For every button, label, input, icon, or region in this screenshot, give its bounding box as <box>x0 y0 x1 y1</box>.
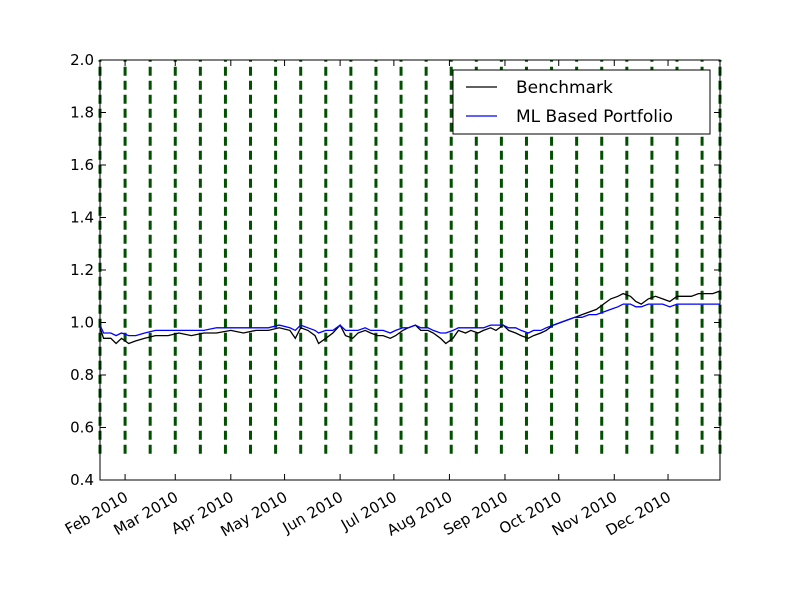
series-line-ml-based-portfolio <box>99 303 720 337</box>
y-tick-label: 0.8 <box>70 366 94 384</box>
legend: Benchmark ML Based Portfolio <box>452 69 711 135</box>
y-tick-label: 1.0 <box>70 314 94 332</box>
y-tick-label: 0.6 <box>70 419 94 437</box>
y-tick-label: 1.4 <box>70 209 94 227</box>
legend-label-ml-based-portfolio: ML Based Portfolio <box>516 107 673 127</box>
y-tick-label: 0.4 <box>70 471 94 489</box>
legend-label-benchmark: Benchmark <box>516 78 613 98</box>
series-line-benchmark <box>99 290 721 345</box>
y-axis: 0.4 0.6 0.8 1.0 1.2 1.4 1.6 1.8 2.0 <box>70 51 720 489</box>
y-tick-label: 2.0 <box>70 51 94 69</box>
y-tick-label: 1.2 <box>70 261 94 279</box>
y-tick-label: 1.8 <box>70 104 94 122</box>
series-lines <box>99 290 721 345</box>
y-tick-label: 1.6 <box>70 156 94 174</box>
legend-box <box>452 69 711 135</box>
